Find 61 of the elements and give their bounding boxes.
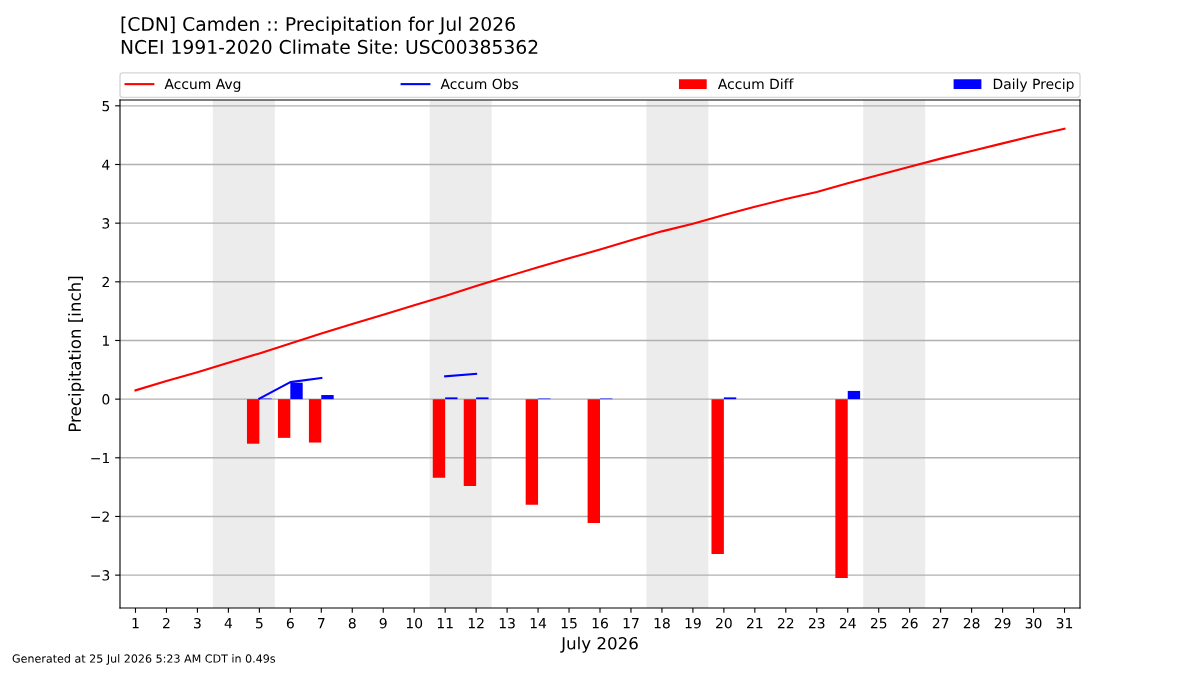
text: Generated at 25 Jul 2026 5:23 AM CDT in 0.49s [12, 654, 276, 665]
y-tick-label: 4 [102, 159, 110, 170]
bar [308, 399, 322, 443]
bar [525, 399, 539, 505]
y-axis-title: Precipitation [inch] [68, 276, 85, 432]
x-tick-label: 15 [561, 618, 577, 629]
x-tick-label: 2 [163, 617, 170, 629]
bar [835, 399, 848, 579]
x-tick-label: 10 [406, 617, 423, 629]
bar [847, 390, 861, 400]
x-tick-label: 4 [224, 618, 233, 629]
x-tick-label: 25 [870, 617, 887, 629]
line-series [134, 127, 1066, 392]
legend-label: Accum Avg [164, 78, 241, 92]
x-tick-label: 21 [747, 617, 763, 629]
y-tick-label: −2 [91, 511, 109, 522]
x-tick-label: 1 [132, 618, 139, 629]
legend-label: Accum Obs [440, 78, 519, 90]
x-tick-label: 16 [592, 617, 608, 629]
x-tick-label: 11 [437, 618, 453, 629]
x-tick-label: 6 [286, 617, 294, 629]
x-tick-label: 31 [1056, 617, 1073, 629]
bar [587, 399, 600, 523]
x-tick-label: 22 [777, 617, 794, 629]
chart-title: [CDN] Camden :: Precipitation for Jul 2026 [121, 16, 515, 35]
x-tick-label: 17 [623, 618, 639, 629]
x-tick-label: 5 [256, 618, 263, 629]
y-tick-label: −1 [91, 452, 109, 464]
x-tick-label: 20 [716, 617, 732, 629]
y-tick-label: 3 [102, 218, 110, 229]
x-tick-label: 29 [994, 617, 1011, 629]
x-tick-label: 26 [901, 617, 918, 629]
x-tick-label: 12 [468, 617, 484, 629]
chart-subtitle: NCEI 1991-2020 Climate Site: USC00385362 [121, 39, 538, 55]
x-tick-label: 24 [839, 617, 856, 629]
y-tick-label: 5 [102, 100, 110, 112]
bar [321, 395, 334, 400]
x-tick-label: 14 [530, 618, 547, 629]
x-tick-label: 23 [808, 617, 825, 629]
y-tick-label: −3 [91, 570, 110, 581]
x-tick-label: 7 [318, 618, 325, 629]
x-tick-label: 19 [685, 617, 701, 629]
bar [432, 399, 446, 478]
bar [711, 399, 724, 554]
x-tick-label: 8 [348, 617, 356, 629]
y-tick-label: 1 [102, 335, 109, 346]
x-tick-label: 30 [1025, 617, 1042, 629]
bar [463, 399, 477, 486]
x-axis-title: July 2026 [560, 636, 638, 653]
y-tick-label: 0 [102, 394, 110, 405]
bar [277, 399, 291, 438]
y-tick-label: 2 [102, 276, 109, 288]
legend-label: Accum Diff [717, 78, 794, 90]
x-tick-label: 3 [194, 617, 201, 629]
legend-label: Daily Precip [993, 78, 1074, 92]
bar [246, 399, 260, 444]
x-tick-label: 18 [654, 617, 670, 629]
x-tick-label: 9 [379, 617, 387, 629]
x-tick-label: 13 [499, 617, 515, 629]
x-tick-label: 28 [963, 617, 980, 629]
x-tick-label: 27 [932, 617, 949, 629]
